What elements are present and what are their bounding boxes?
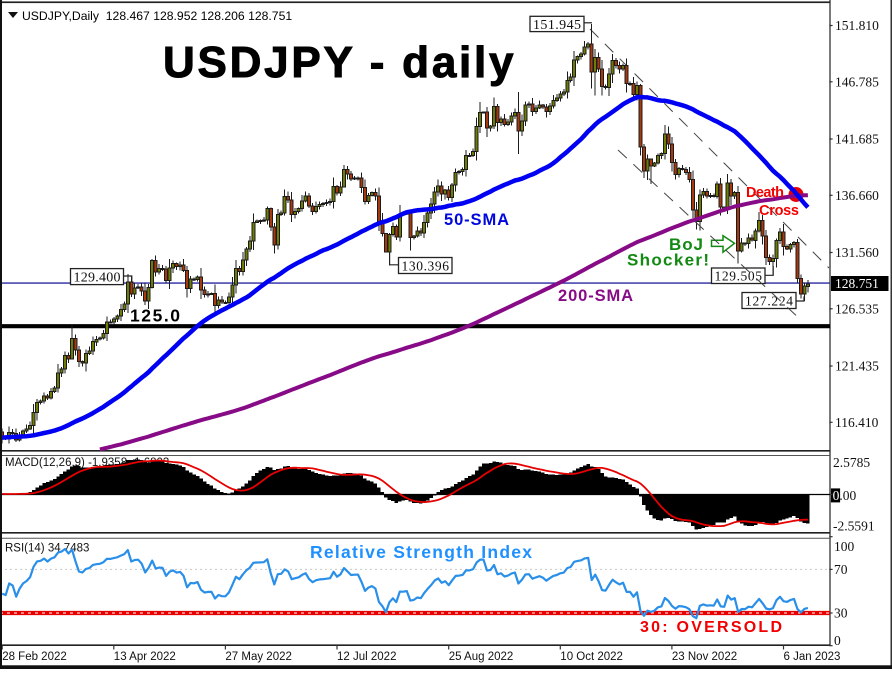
- svg-text:6 Jan 2023: 6 Jan 2023: [784, 651, 841, 663]
- svg-text:Shocker!: Shocker!: [627, 250, 709, 269]
- svg-text:2.5785: 2.5785: [833, 455, 870, 470]
- svg-text:23 Nov 2022: 23 Nov 2022: [672, 651, 737, 663]
- svg-text:25 Aug 2022: 25 Aug 2022: [449, 651, 514, 663]
- svg-text:129.505: 129.505: [715, 269, 763, 284]
- svg-text:Death: Death: [746, 185, 784, 201]
- svg-text:RSI(14) 34.7483: RSI(14) 34.7483: [5, 543, 89, 555]
- svg-text:28 Feb 2022: 28 Feb 2022: [2, 651, 67, 663]
- svg-text:100: 100: [834, 539, 855, 554]
- svg-text:50-SMA: 50-SMA: [444, 211, 509, 229]
- svg-text:27 May 2022: 27 May 2022: [225, 651, 292, 663]
- svg-text:12 Jul 2022: 12 Jul 2022: [337, 651, 396, 663]
- svg-text:USDJPY - daily: USDJPY - daily: [163, 38, 514, 87]
- svg-text:121.435: 121.435: [835, 359, 879, 374]
- svg-text:129.400: 129.400: [74, 270, 121, 285]
- svg-text:125.0: 125.0: [130, 306, 180, 326]
- svg-text:.00: .00: [839, 488, 856, 503]
- svg-text:Relative Strength Index: Relative Strength Index: [310, 542, 532, 562]
- svg-text:70: 70: [834, 562, 848, 577]
- svg-text:136.660: 136.660: [835, 188, 879, 203]
- svg-text:Cross: Cross: [759, 203, 799, 219]
- svg-text:-2.5591: -2.5591: [833, 519, 875, 534]
- svg-text:127.224: 127.224: [745, 293, 793, 308]
- svg-text:USDJPY,Daily 128.467 128.952: USDJPY,Daily 128.467 128.952 128.206 128…: [22, 9, 292, 23]
- svg-text:10 Oct 2022: 10 Oct 2022: [560, 651, 623, 663]
- svg-text:30: 30: [834, 606, 848, 621]
- svg-text:126.535: 126.535: [835, 301, 879, 316]
- svg-text:131.560: 131.560: [835, 245, 879, 260]
- svg-text:13 Apr 2022: 13 Apr 2022: [114, 651, 176, 663]
- svg-text:0: 0: [834, 633, 841, 648]
- svg-text:200-SMA: 200-SMA: [558, 287, 633, 305]
- svg-text:151.945: 151.945: [533, 18, 581, 33]
- svg-text:151.810: 151.810: [835, 18, 879, 33]
- svg-text:130.396: 130.396: [402, 258, 450, 273]
- svg-text:30: OVERSOLD: 30: OVERSOLD: [640, 619, 782, 636]
- svg-text:141.685: 141.685: [835, 132, 879, 147]
- svg-text:128.751: 128.751: [835, 276, 879, 291]
- svg-text:116.410: 116.410: [835, 415, 879, 430]
- svg-text:146.785: 146.785: [835, 74, 879, 89]
